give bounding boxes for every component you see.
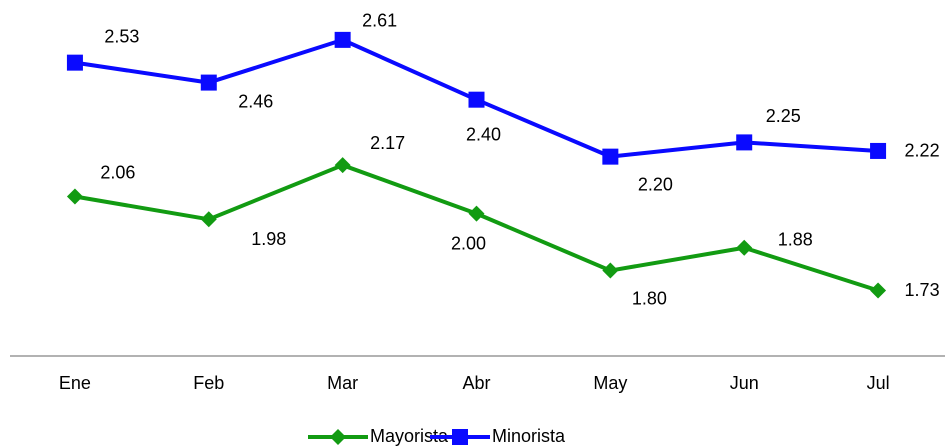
series-line	[74, 163, 879, 293]
data-label: 2.22	[905, 141, 940, 161]
data-label: 2.25	[766, 106, 801, 126]
data-label: 2.46	[238, 91, 273, 111]
data-label: 2.17	[370, 133, 405, 153]
legend-label: Minorista	[492, 426, 566, 446]
x-tick-label: Abr	[462, 373, 490, 393]
x-tick-label: Jul	[867, 373, 890, 393]
data-point	[200, 211, 217, 228]
data-label: 1.73	[905, 280, 940, 300]
data-point	[66, 188, 83, 205]
legend-marker	[452, 429, 468, 445]
data-point	[736, 239, 753, 256]
data-point	[200, 74, 217, 91]
x-tick-label: May	[593, 373, 627, 393]
data-point	[602, 262, 619, 279]
data-label: 2.53	[104, 26, 139, 46]
data-point	[468, 91, 485, 108]
x-tick-label: Jun	[730, 373, 759, 393]
data-label: 2.20	[638, 174, 673, 194]
data-point	[468, 205, 485, 222]
data-point	[870, 142, 887, 159]
data-point	[602, 148, 619, 165]
data-point	[66, 54, 83, 71]
x-tick-label: Feb	[193, 373, 224, 393]
data-label: 1.88	[778, 230, 813, 250]
data-label: 2.61	[362, 11, 397, 31]
legend-marker	[330, 429, 346, 445]
data-point	[736, 134, 753, 151]
data-point	[334, 31, 351, 48]
data-point	[870, 282, 887, 299]
x-tick-label: Ene	[59, 373, 91, 393]
data-point	[334, 157, 351, 174]
x-tick-label: Mar	[327, 373, 358, 393]
data-label: 2.40	[466, 124, 501, 144]
data-label: 2.00	[451, 233, 486, 253]
data-label: 2.06	[100, 162, 135, 182]
data-label: 1.98	[251, 229, 286, 249]
legend-label: Mayorista	[370, 426, 449, 446]
data-label: 1.80	[632, 288, 667, 308]
